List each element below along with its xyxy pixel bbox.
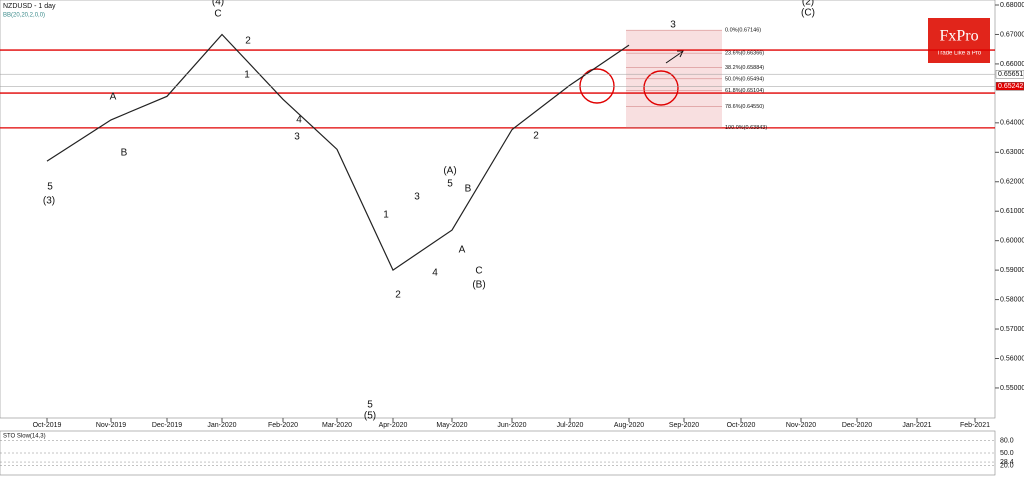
wave-label: 3 (414, 192, 420, 203)
wave-label: (B) (472, 280, 485, 291)
x-tick-label: Apr-2020 (379, 422, 408, 429)
x-tick-label: Feb-2020 (268, 422, 298, 429)
y-tick-label: 0.64000 (1000, 120, 1024, 127)
arrow (665, 50, 684, 64)
wave-label: (4) (212, 0, 224, 8)
price-pane (0, 0, 996, 419)
wave-label: 1 (244, 70, 250, 81)
x-tick-label: Oct-2020 (727, 422, 756, 429)
wave-label: 1 (383, 210, 389, 221)
x-tick-label: Aug-2020 (614, 422, 644, 429)
chart-title: NZDUSD - 1 day (3, 3, 56, 10)
wave-label: 2 (533, 131, 539, 142)
wave-label: A (459, 245, 466, 256)
fib-label: 100.0%(0.63843) (725, 125, 767, 131)
y-tick-label: 0.57000 (1000, 326, 1024, 333)
y-tick-label: 0.61000 (1000, 208, 1024, 215)
y-tick-label: 0.63000 (1000, 149, 1024, 156)
price-marker-label: 0.65242 (998, 83, 1023, 90)
wave-label: (2) (802, 0, 814, 8)
wave-label: C (475, 266, 482, 277)
logo (928, 18, 990, 63)
y-tick-label: 0.60000 (1000, 238, 1024, 245)
wave-label: 5 (367, 400, 373, 411)
price-line (46, 33, 630, 272)
x-tick-label: Nov-2020 (786, 422, 816, 429)
price-marker (995, 70, 1024, 79)
y-tick-label: 0.62000 (1000, 179, 1024, 186)
logo-name: FxPro (939, 28, 978, 45)
wave-label: C (214, 9, 221, 20)
highlight-circle (643, 70, 679, 106)
price-marker (995, 82, 1024, 91)
x-tick-label: Dec-2019 (152, 422, 182, 429)
y-tick-label: 0.66000 (1000, 61, 1024, 68)
x-tick-label: Sep-2020 (669, 422, 699, 429)
chart-subtitle: BB(20,20,2,0,0) (3, 13, 45, 19)
y-tick-label: 0.67000 (1000, 31, 1024, 38)
x-tick-label: Jun-2020 (497, 422, 526, 429)
wave-label: 4 (296, 115, 302, 126)
x-tick-label: Jul-2020 (557, 422, 584, 429)
x-tick-label: Nov-2019 (96, 422, 126, 429)
x-tick-label: Jan-2021 (902, 422, 931, 429)
fib-label: 61.8%(0.65104) (725, 88, 764, 94)
x-tick-label: May-2020 (436, 422, 467, 429)
wave-label: 3 (294, 132, 300, 143)
y-tick-label: 0.58000 (1000, 296, 1024, 303)
osc-tick-label: 50.0 (1000, 450, 1014, 457)
x-tick-label: Mar-2020 (322, 422, 352, 429)
osc-tick-label: 80.0 (1000, 437, 1014, 444)
wave-label: B (121, 148, 128, 159)
fib-label: 50.0%(0.65494) (725, 76, 764, 82)
oscillator-title: STO Slow(14,3) (3, 434, 46, 440)
price-marker-label: 0.65651 (998, 71, 1023, 78)
wave-label: 3 (670, 20, 676, 31)
y-tick-label: 0.55000 (1000, 385, 1024, 392)
y-tick-label: 0.68000 (1000, 2, 1024, 9)
wave-label: 5 (47, 182, 53, 193)
wave-label: A (110, 92, 117, 103)
wave-label: (A) (443, 166, 456, 177)
x-tick-label: Feb-2021 (960, 422, 990, 429)
wave-label: 2 (245, 36, 251, 47)
osc-tick-label: 20.0 (1000, 462, 1014, 469)
fib-label: 38.2%(0.65884) (725, 65, 764, 71)
wave-label: (C) (801, 8, 815, 19)
wave-label: 2 (395, 290, 401, 301)
logo-tagline: Trade Like a Pro (937, 51, 982, 57)
x-tick-label: Dec-2020 (842, 422, 872, 429)
osc-tick-label: 28.4 (1000, 459, 1014, 466)
fib-label: 23.6%(0.66366) (725, 51, 764, 57)
wave-label: (3) (43, 196, 55, 207)
wave-label: 5 (447, 179, 453, 190)
fib-label: 78.6%(0.64550) (725, 104, 764, 110)
x-tick-label: Jan-2020 (207, 422, 236, 429)
y-tick-label: 0.59000 (1000, 267, 1024, 274)
wave-label: 4 (432, 268, 438, 279)
wave-label: (5) (364, 411, 376, 422)
y-tick-label: 0.56000 (1000, 355, 1024, 362)
highlight-circle (579, 68, 615, 104)
fib-label: 0.0%(0.67146) (725, 28, 761, 34)
x-tick-label: Oct-2019 (33, 422, 62, 429)
wave-label: B (465, 184, 472, 195)
